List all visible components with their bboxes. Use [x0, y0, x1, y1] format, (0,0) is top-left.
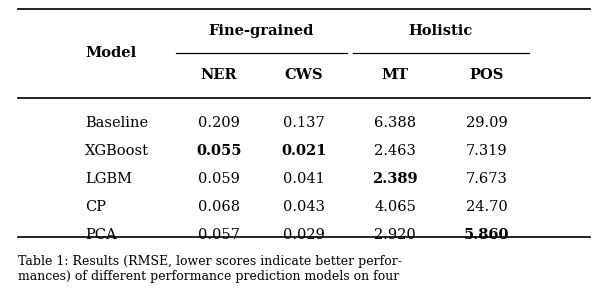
Text: PCA: PCA — [85, 228, 117, 242]
Text: 0.055: 0.055 — [196, 144, 241, 158]
Text: 4.065: 4.065 — [375, 200, 416, 214]
Text: NER: NER — [201, 68, 237, 83]
Text: 0.029: 0.029 — [283, 228, 325, 242]
Text: CWS: CWS — [285, 68, 323, 83]
Text: 0.041: 0.041 — [283, 172, 325, 186]
Text: 5.860: 5.860 — [464, 228, 509, 242]
Text: XGBoost: XGBoost — [85, 144, 149, 158]
Text: CP: CP — [85, 200, 106, 214]
Text: Model: Model — [85, 46, 136, 60]
Text: 29.09: 29.09 — [466, 116, 507, 130]
Text: 2.463: 2.463 — [375, 144, 416, 158]
Text: POS: POS — [469, 68, 503, 83]
Text: 7.319: 7.319 — [466, 144, 507, 158]
Text: 0.057: 0.057 — [198, 228, 240, 242]
Text: 0.021: 0.021 — [282, 144, 326, 158]
Text: 7.673: 7.673 — [466, 172, 507, 186]
Text: 2.389: 2.389 — [372, 172, 418, 186]
Text: 0.059: 0.059 — [198, 172, 240, 186]
Text: Holistic: Holistic — [409, 24, 473, 38]
Text: Table 1: Results (RMSE, lower scores indicate better perfor-
mances) of differen: Table 1: Results (RMSE, lower scores ind… — [18, 255, 402, 283]
Text: 0.043: 0.043 — [283, 200, 325, 214]
Text: 2.920: 2.920 — [375, 228, 416, 242]
Text: 0.209: 0.209 — [198, 116, 240, 130]
Text: 6.388: 6.388 — [374, 116, 416, 130]
Text: 0.137: 0.137 — [283, 116, 325, 130]
Text: Baseline: Baseline — [85, 116, 148, 130]
Text: LGBM: LGBM — [85, 172, 132, 186]
Text: 0.068: 0.068 — [198, 200, 240, 214]
Text: Fine-grained: Fine-grained — [209, 24, 314, 38]
Text: 24.70: 24.70 — [466, 200, 507, 214]
Text: MT: MT — [382, 68, 409, 83]
